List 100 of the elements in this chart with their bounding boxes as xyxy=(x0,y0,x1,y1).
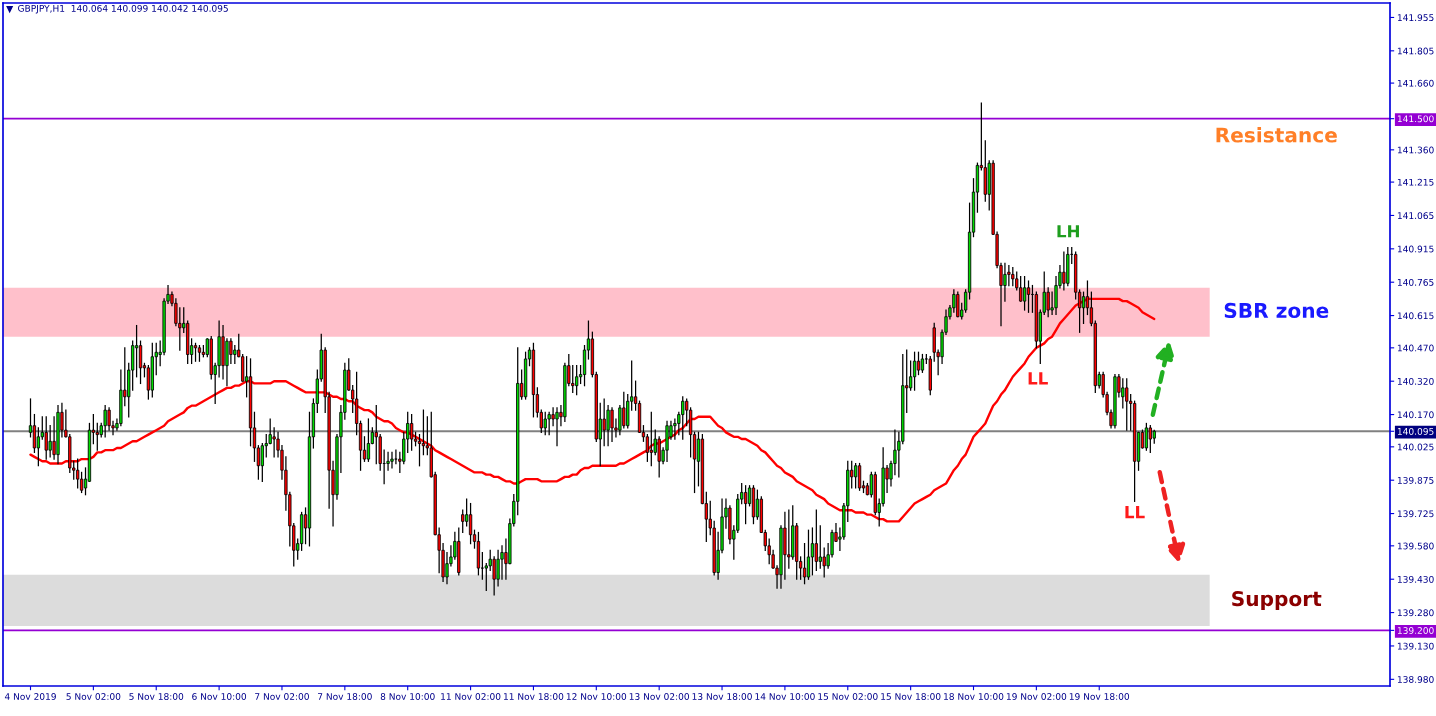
x-tick-label: 4 Nov 2019 xyxy=(4,693,56,700)
candlestick xyxy=(810,527,815,576)
candlestick xyxy=(1144,422,1149,451)
candlestick xyxy=(1121,378,1125,409)
candlestick xyxy=(134,324,139,378)
y-tick-label: 140.615 xyxy=(1397,312,1434,320)
candlestick xyxy=(272,427,276,458)
x-tick-label: 11 Nov 02:00 xyxy=(441,693,501,700)
candlestick xyxy=(229,338,233,365)
candlestick xyxy=(374,405,378,465)
candlestick xyxy=(551,407,555,427)
x-tick-label: 8 Nov 10:00 xyxy=(380,693,435,700)
candlestick xyxy=(48,425,52,458)
candlestick xyxy=(1026,280,1031,313)
candlestick xyxy=(496,549,500,587)
candlestick xyxy=(814,509,818,571)
y-tick-label: 138.980 xyxy=(1397,676,1434,683)
candlestick xyxy=(645,433,650,462)
candlestick xyxy=(912,351,917,391)
candlestick xyxy=(802,542,807,585)
candlestick xyxy=(410,413,414,451)
candlestick xyxy=(622,391,626,429)
candlestick xyxy=(76,458,80,489)
band-label: SBR zone xyxy=(1224,302,1329,319)
x-tick-label: 5 Nov 18:00 xyxy=(129,693,184,700)
y-tick-label: 140.915 xyxy=(1397,245,1434,253)
candlestick xyxy=(1081,291,1086,324)
x-tick-label: 7 Nov 02:00 xyxy=(255,693,309,700)
candlestick xyxy=(1062,251,1066,291)
y-tick-label: 139.580 xyxy=(1397,542,1434,550)
candlestick xyxy=(916,351,921,376)
x-tick-label: 6 Nov 10:00 xyxy=(192,693,247,700)
candlestick xyxy=(417,433,422,467)
chart-title: GBPJPY,H1 140.064 140.099 140.042 140.095 xyxy=(18,4,228,14)
candlestick xyxy=(610,407,614,442)
y-tick-label: 140.095 xyxy=(1397,427,1434,435)
candlestick xyxy=(260,442,264,482)
y-tick-label: 139.130 xyxy=(1397,642,1434,650)
candlestick xyxy=(468,502,473,545)
y-tick-label: 140.470 xyxy=(1397,344,1434,352)
candlestick xyxy=(555,407,559,447)
candlestick xyxy=(52,416,56,460)
candlestick xyxy=(44,416,48,460)
candlestick xyxy=(1125,378,1129,431)
candlestick xyxy=(857,462,862,491)
y-tick-label: 141.215 xyxy=(1397,178,1434,186)
y-tick-label: 141.360 xyxy=(1397,146,1434,154)
x-tick-label: 15 Nov 02:00 xyxy=(818,693,878,700)
x-tick-label: 13 Nov 18:00 xyxy=(692,693,752,700)
y-tick-label: 139.280 xyxy=(1397,609,1434,617)
candlestick xyxy=(743,485,748,525)
candlestick xyxy=(602,398,606,447)
candlestick xyxy=(107,407,111,431)
y-tick-label: 139.430 xyxy=(1397,575,1434,583)
y-tick-label: 141.065 xyxy=(1397,212,1434,220)
y-tick-label: 141.500 xyxy=(1397,115,1434,123)
band-label: Support xyxy=(1232,590,1322,611)
x-tick-label: 5 Nov 02:00 xyxy=(66,693,121,700)
y-tick-label: 140.765 xyxy=(1397,278,1434,286)
candlestick xyxy=(853,462,858,489)
x-tick-label: 18 Nov 10:00 xyxy=(944,693,1004,700)
x-tick-label: 14 Nov 10:00 xyxy=(755,693,815,700)
x-tick-label: 7 Nov 18:00 xyxy=(318,693,372,700)
candlestick xyxy=(138,340,143,385)
candlestick xyxy=(547,411,551,436)
x-tick-label: 11 Nov 18:00 xyxy=(504,693,564,700)
x-tick-label: 13 Nov 02:00 xyxy=(629,693,689,700)
candlestick xyxy=(571,365,575,393)
candlestick xyxy=(1003,262,1007,302)
candlestick xyxy=(575,365,579,396)
annotation: LL xyxy=(1028,372,1048,385)
candlestick xyxy=(1046,287,1050,318)
candlestick xyxy=(461,509,465,534)
y-tick-label: 140.170 xyxy=(1397,411,1434,419)
candlestick xyxy=(818,525,822,569)
x-tick-label: 12 Nov 10:00 xyxy=(566,693,627,700)
y-tick-label: 141.660 xyxy=(1397,79,1434,87)
x-tick-label: 19 Nov 18:00 xyxy=(1069,693,1130,700)
candlestick xyxy=(390,451,394,469)
x-tick-label: 19 Nov 02:00 xyxy=(1006,693,1067,700)
candlestick xyxy=(543,411,547,436)
candlestick xyxy=(1019,276,1023,302)
candlestick xyxy=(681,396,685,440)
candlestick xyxy=(1022,276,1027,311)
ref-line-label: Resistance xyxy=(1216,127,1337,143)
candlestick xyxy=(806,529,811,580)
x-tick-label: 15 Nov 18:00 xyxy=(881,693,941,700)
annotation: LL xyxy=(1125,506,1145,519)
y-tick-label: 141.955 xyxy=(1397,14,1434,22)
candlestick xyxy=(421,409,426,456)
candlestick xyxy=(36,427,40,467)
candlestick xyxy=(394,449,398,465)
y-tick-label: 139.725 xyxy=(1397,510,1434,518)
y-tick-label: 140.320 xyxy=(1397,377,1434,385)
y-tick-label: 139.875 xyxy=(1397,476,1434,484)
candlestick xyxy=(103,405,107,438)
y-tick-label: 140.025 xyxy=(1397,443,1434,451)
annotation: LH xyxy=(1057,225,1079,238)
candlestick xyxy=(649,411,653,467)
candlestick xyxy=(1148,425,1152,454)
